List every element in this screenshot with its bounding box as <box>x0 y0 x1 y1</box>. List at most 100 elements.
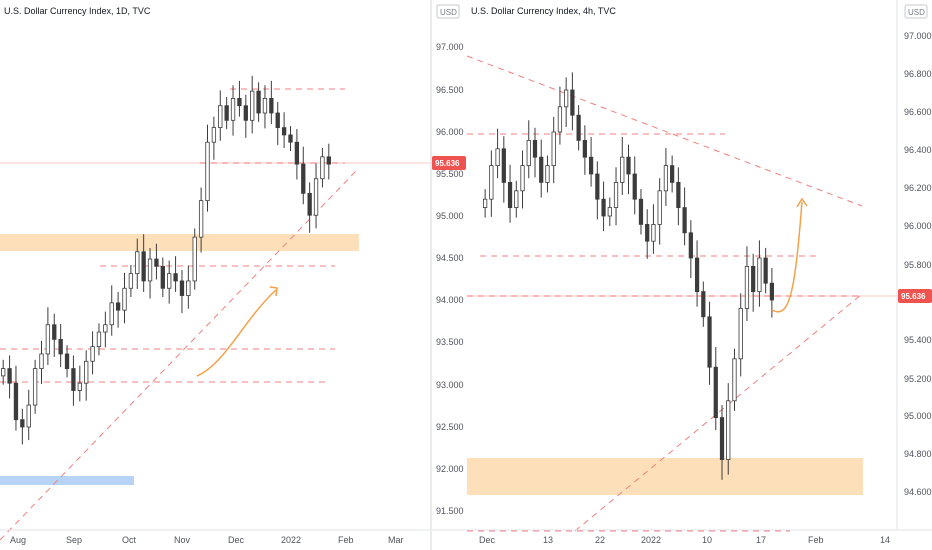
candle-body <box>96 331 102 348</box>
candle-body <box>307 192 312 216</box>
candle-body <box>1 368 6 377</box>
candle-body <box>626 156 631 175</box>
candle-body <box>160 265 165 289</box>
candle-body <box>147 258 153 282</box>
candle-body <box>701 291 706 318</box>
candle-body <box>243 105 248 121</box>
left-trendline <box>0 169 358 541</box>
candle-body <box>651 223 656 242</box>
right-price-tick: 95.000 <box>904 411 932 421</box>
candle-body <box>670 165 675 183</box>
left-x-tick: Dec <box>228 535 245 545</box>
left-x-tick: Sep <box>66 535 82 545</box>
candle-body <box>564 89 569 108</box>
left-last-price-value: 95.636 <box>435 159 460 168</box>
candle-body <box>751 265 756 292</box>
candle-body <box>620 156 625 183</box>
candle-body <box>45 324 51 355</box>
candle-body <box>301 163 306 194</box>
candle-body <box>224 105 229 121</box>
candle-body <box>676 181 681 208</box>
right-price-tick: 96.600 <box>904 107 932 117</box>
right-unit-box <box>904 4 928 19</box>
candle-body <box>39 353 44 369</box>
candle-body <box>154 258 159 267</box>
candle-body <box>262 98 268 114</box>
candle-body <box>582 139 587 158</box>
candle-body <box>539 156 544 183</box>
candle-body <box>707 316 712 368</box>
right-left-tick: 95.000 <box>436 211 464 221</box>
candle-body <box>192 236 197 282</box>
candle-body <box>495 148 500 167</box>
right-price-tick: 96.000 <box>904 221 932 231</box>
right-left-tick: 93.500 <box>436 337 464 347</box>
right-x-tick: Dec <box>479 535 496 545</box>
right-price-tick: 94.800 <box>904 449 932 459</box>
left-last-price-badge <box>432 156 466 170</box>
right-last-price-badge <box>898 289 932 303</box>
candle-body <box>738 307 743 360</box>
candle-body <box>109 302 114 326</box>
left-chart-title: U.S. Dollar Currency Index, 1D, TVC <box>4 6 151 16</box>
right-price-tick: 95.200 <box>904 374 932 384</box>
candle-body <box>198 200 204 238</box>
left-candles <box>1 75 331 445</box>
candle-body <box>576 114 581 141</box>
candle-body <box>645 223 650 242</box>
candle-body <box>115 302 121 311</box>
right-left-tick: 91.500 <box>436 506 464 516</box>
right-lower-trendline <box>574 293 863 532</box>
candle-body <box>744 265 750 309</box>
candle-body <box>13 382 19 421</box>
candle-body <box>141 251 146 282</box>
candle-body <box>732 358 737 402</box>
right-price-tick: 96.200 <box>904 183 932 193</box>
candle-body <box>570 89 575 116</box>
candle-body <box>526 139 531 166</box>
right-price-tick: 96.400 <box>904 145 932 155</box>
candle-body <box>588 156 594 175</box>
left-x-tick: Aug <box>10 535 26 545</box>
right-price-tick: 94.600 <box>904 487 932 497</box>
candle-body <box>250 90 255 121</box>
right-price-tick: 95.400 <box>904 335 932 345</box>
left-projection-arrow <box>196 289 277 377</box>
candle-body <box>90 346 95 362</box>
left-low-zone <box>0 476 134 485</box>
candle-body <box>726 400 731 460</box>
candle-body <box>320 156 325 180</box>
right-projection-arrow <box>771 201 803 313</box>
right-price-tick: 97.000 <box>904 31 932 41</box>
left-unit-label: USD <box>440 8 457 17</box>
right-chart-title: U.S. Dollar Currency Index, 4h, TVC <box>471 6 616 16</box>
candle-body <box>71 368 76 391</box>
candle-body <box>269 98 274 114</box>
candle-body <box>64 353 70 369</box>
candle-body <box>763 257 768 284</box>
left-x-tick: 2022 <box>281 535 301 545</box>
candle-body <box>256 90 261 114</box>
candle-body <box>52 324 57 340</box>
candle-body <box>557 106 563 133</box>
candle-body <box>551 131 556 166</box>
left-x-tick: Nov <box>174 535 191 545</box>
right-candles <box>483 72 774 480</box>
candle-body <box>313 178 319 216</box>
candle-body <box>237 98 242 107</box>
candle-body <box>173 273 178 282</box>
candle-body <box>663 165 669 192</box>
left-chart-panel[interactable]: U.S. Dollar Currency Index, 1D, TVC Aug … <box>0 6 466 545</box>
candle-body <box>682 207 687 234</box>
left-x-tick: Feb <box>338 535 354 545</box>
right-left-tick: 94.500 <box>436 253 464 263</box>
candle-body <box>77 382 82 391</box>
candle-body <box>205 141 210 202</box>
candle-body <box>135 251 140 275</box>
left-unit-box <box>436 4 460 19</box>
right-unit-label: USD <box>908 8 925 17</box>
right-chart-panel[interactable]: U.S. Dollar Currency Index, 4h, TVC 97.0… <box>432 0 932 545</box>
left-x-tick: Mar <box>388 535 404 545</box>
candle-body <box>632 173 637 200</box>
